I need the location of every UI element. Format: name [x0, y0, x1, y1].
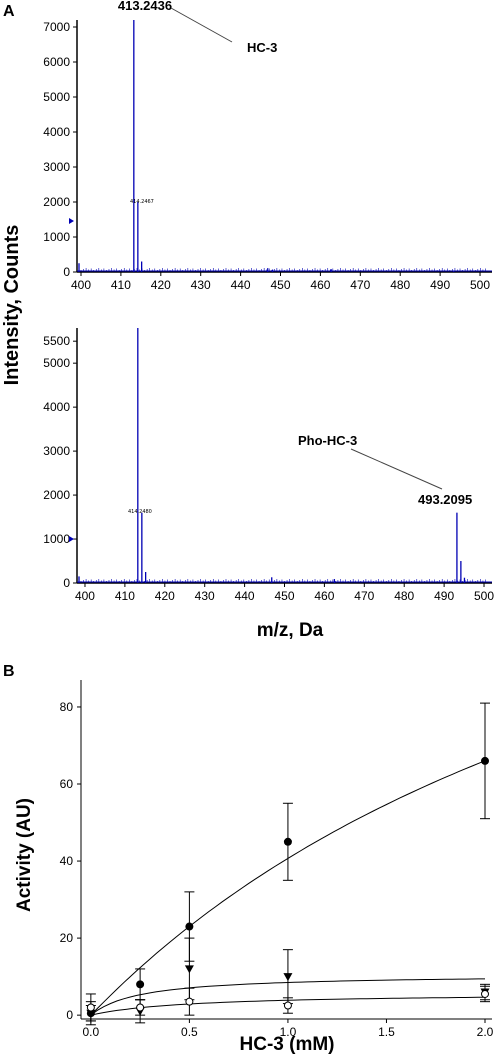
spectrum-top-ytick-label: 1000	[43, 230, 70, 244]
activity-ytick-label: 40	[60, 854, 74, 868]
spectrum-top-yticks: 0 1000 2000 3000 4000 5000 6000 7000	[43, 20, 77, 279]
spectrum-top-xtick-label: 430	[191, 278, 211, 292]
spectrum-top-ytick-label: 4000	[43, 125, 70, 139]
point-open-circle	[283, 1001, 292, 1010]
spectrum-top-xtick-label: 470	[350, 278, 370, 292]
spectrum-bottom-phospho-peak-label: 493.2095	[418, 492, 472, 507]
spectrum-bottom-xtick-label: 430	[195, 589, 215, 603]
spectrum-top-ytick-label: 3000	[43, 160, 70, 174]
activity-plot-xticks: 0.0 0.5 1.0 1.5 2.0	[83, 1019, 494, 1039]
point-open-circle	[86, 1003, 95, 1012]
spectrum-top-xtick-label: 420	[151, 278, 171, 292]
activity-ytick-label: 60	[60, 777, 74, 791]
activity-ytick-label: 20	[60, 931, 74, 945]
spectrum-top-ytick-label: 5000	[43, 90, 70, 104]
activity-xtick-label: 2.0	[477, 1025, 494, 1039]
panel-a-y-axis-title: Intensity, Counts	[1, 225, 23, 386]
spectrum-bottom-xtick-label: 480	[394, 589, 414, 603]
spectrum-top-xtick-label: 450	[270, 278, 290, 292]
spectrum-bottom-xtick-label: 490	[434, 589, 454, 603]
data-points	[85, 702, 490, 1026]
point-filled-triangle	[184, 965, 194, 974]
hc3-label: HC-3	[247, 40, 277, 55]
spectrum-bottom-xtick-label: 470	[354, 589, 374, 603]
point-open-circle	[481, 989, 489, 998]
spectrum-bottom-ytick-label: 0	[63, 576, 70, 590]
point-filled-circle	[283, 837, 292, 846]
spectrum-bottom-ytick-label: 4000	[43, 400, 70, 414]
spectrum-top-xtick-label: 400	[71, 278, 91, 292]
spectrum-bottom-xtick-label: 500	[474, 589, 494, 603]
spectrum-top-xtick-label: 490	[430, 278, 450, 292]
spectrum-bottom: 0 1000 2000 3000 4000 5000 5500 400 410 420 430 44…	[43, 328, 494, 603]
spectrum-bottom-xtick-label: 400	[75, 589, 95, 603]
spectrum-top-xtick-label: 440	[231, 278, 251, 292]
point-filled-circle	[481, 756, 489, 765]
pho-hc3-label: Pho-HC-3	[298, 433, 357, 448]
activity-xtick-label: 1.0	[280, 1025, 297, 1039]
activity-ytick-label: 80	[60, 700, 74, 714]
spectrum-top-xtick-label: 460	[310, 278, 330, 292]
activity-ytick-label: 0	[66, 1008, 73, 1022]
activity-xtick-label: 0.0	[83, 1025, 100, 1039]
spectrum-top-ytick-label: 0	[63, 265, 70, 279]
spectrum-bottom-xticks: 400 410 420 430 440 450 460 470 480 490 500	[75, 583, 494, 603]
spectrum-bottom-xtick-label: 460	[314, 589, 334, 603]
spectrum-top-marks	[77, 20, 492, 272]
spectrum-top-ytick-label: 6000	[43, 55, 70, 69]
spectrum-bottom-ytick-label: 2000	[43, 488, 70, 502]
activity-plot-axes	[80, 680, 492, 1020]
spectrum-bottom-axes	[76, 328, 492, 584]
spectrum-top-xtick-label: 480	[390, 278, 410, 292]
spectrum-bottom-ytick-label: 5500	[43, 334, 70, 348]
spectrum-bottom-ytick-label: 5000	[43, 356, 70, 370]
spectrum-top-ytick-label: 7000	[43, 20, 70, 34]
point-open-circle	[185, 997, 194, 1006]
point-open-circle	[136, 1003, 145, 1012]
spectrum-top-isotope-label: 414.2467	[130, 199, 154, 205]
spectrum-bottom-isotope-label: 414.2480	[128, 509, 152, 515]
spectrum-top-ytick-label: 2000	[43, 195, 70, 209]
spectrum-top-peak-label: 413.2436	[118, 0, 172, 13]
pho-hc3-callout-line	[350, 448, 443, 490]
activity-plot-yticks: 0 20 40 60 80	[60, 700, 81, 1022]
spectrum-bottom-xtick-label: 450	[274, 589, 294, 603]
point-filled-triangle	[283, 973, 293, 982]
hc3-callout-line	[170, 7, 233, 43]
spectrum-top-xticks: 400 410 420 430 440 450 460 470 480 490 500	[71, 272, 490, 292]
spectrum-top-marker-arrow	[69, 218, 74, 224]
spectrum-top-xtick-label: 410	[111, 278, 131, 292]
spectrum-bottom-yticks: 0 1000 2000 3000 4000 5000 5500	[43, 334, 77, 590]
spectrum-bottom-marks	[77, 328, 492, 583]
spectrum-bottom-ytick-label: 3000	[43, 444, 70, 458]
activity-xtick-label: 0.5	[181, 1025, 198, 1039]
point-filled-circle	[185, 922, 194, 931]
spectrum-top-axes	[76, 20, 492, 273]
panel-a-x-axis-title: m/z, Da	[257, 620, 324, 641]
spectrum-top-xtick-label: 500	[470, 278, 490, 292]
spectrum-bottom-marker-arrow	[69, 536, 74, 542]
spectrum-bottom-ytick-label: 1000	[43, 532, 70, 546]
spectrum-bottom-xtick-label: 420	[155, 589, 175, 603]
activity-x-axis-title: HC-3 (mM)	[240, 1034, 335, 1055]
spectrum-bottom-xtick-label: 440	[235, 589, 255, 603]
panel-label-a: A	[3, 3, 15, 20]
activity-xtick-label: 1.5	[378, 1025, 395, 1039]
panel-label-b: B	[3, 663, 15, 680]
point-filled-circle	[136, 980, 145, 989]
activity-y-axis-title: Activity (AU)	[14, 798, 35, 912]
spectrum-bottom-xtick-label: 410	[115, 589, 135, 603]
